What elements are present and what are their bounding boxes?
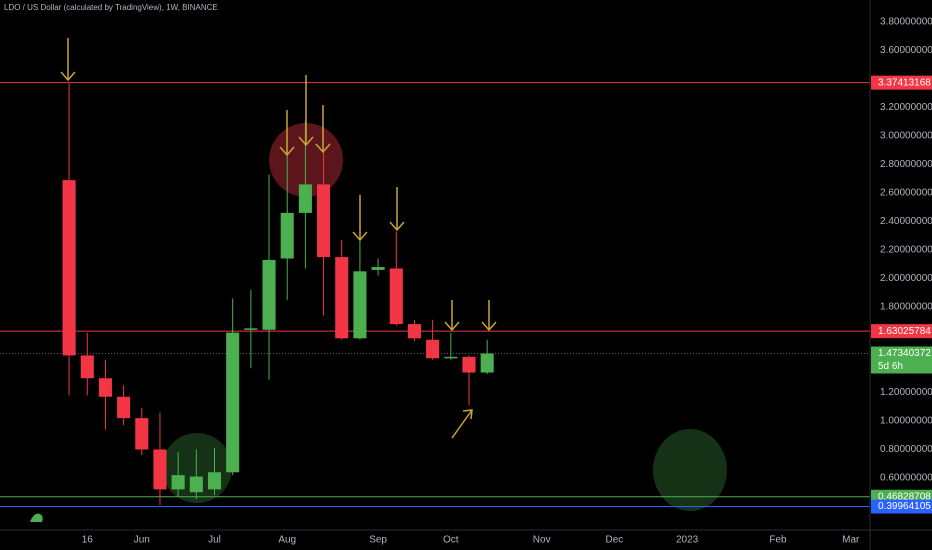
arrow xyxy=(444,300,460,332)
x-tick-label: Jun xyxy=(134,535,150,546)
candle-body xyxy=(171,475,185,490)
candle-body xyxy=(244,328,258,330)
arrow xyxy=(389,187,405,232)
x-tick-label: Aug xyxy=(278,535,296,546)
candle-body xyxy=(189,476,203,493)
price-label-box xyxy=(871,75,932,90)
price-label: 0.46828708 xyxy=(878,491,931,502)
candle-body xyxy=(444,356,458,359)
candle-body xyxy=(117,396,131,419)
highlight-circle xyxy=(162,433,232,503)
logo xyxy=(30,513,43,522)
y-tick-label: 3.00000000 xyxy=(880,131,932,142)
x-tick-label: Oct xyxy=(443,535,459,546)
arrow xyxy=(352,195,368,242)
candle-body xyxy=(462,356,476,373)
y-tick-label: 3.80000000 xyxy=(880,17,932,28)
countdown-label: 5d 6h xyxy=(878,361,903,372)
chart-title: LDO / US Dollar (calculated by TradingVi… xyxy=(4,3,218,12)
x-tick-label: Dec xyxy=(606,535,624,546)
candle-body xyxy=(353,271,367,339)
y-tick-label: 2.60000000 xyxy=(880,188,932,199)
y-tick-label: 2.00000000 xyxy=(880,273,932,284)
y-tick-label: 3.20000000 xyxy=(880,102,932,113)
arrow xyxy=(298,75,314,147)
arrow xyxy=(279,110,295,157)
x-tick-label: Mar xyxy=(842,535,860,546)
candle-body xyxy=(226,332,240,473)
arrow xyxy=(481,300,497,332)
x-tick-label: Sep xyxy=(369,535,387,546)
candle-body xyxy=(207,472,222,490)
price-label-box xyxy=(871,346,932,374)
candle-body xyxy=(153,449,167,490)
y-tick-label: 2.20000000 xyxy=(880,245,932,256)
price-label: 0.39964105 xyxy=(878,501,931,512)
x-tick-label: Nov xyxy=(533,535,551,546)
candle-body xyxy=(371,267,385,270)
candle-body xyxy=(298,184,312,213)
arrow xyxy=(315,105,331,154)
highlight-circle xyxy=(653,429,727,511)
x-tick-label: Feb xyxy=(769,535,787,546)
candle-body xyxy=(280,212,294,259)
y-tick-label: 2.80000000 xyxy=(880,159,932,170)
y-tick-label: 0.60000000 xyxy=(880,473,932,484)
arrow xyxy=(60,38,76,82)
candle-body xyxy=(480,353,494,373)
y-tick-label: 0.80000000 xyxy=(880,444,932,455)
arrow xyxy=(451,409,473,439)
y-tick-label: 1.80000000 xyxy=(880,302,932,313)
candle-body xyxy=(80,355,94,379)
price-label: 3.37413168 xyxy=(878,77,931,88)
candle-body xyxy=(62,180,76,356)
x-tick-label: Jul xyxy=(208,535,221,546)
annotations-front xyxy=(30,38,497,522)
y-tick-label: 3.60000000 xyxy=(880,45,932,56)
candle-body xyxy=(135,418,149,450)
candles xyxy=(62,83,494,506)
candle-body xyxy=(335,257,349,339)
candle-body xyxy=(426,339,440,359)
price-label-box xyxy=(871,324,932,339)
x-tick-label: 16 xyxy=(82,535,94,546)
y-tick-label: 1.20000000 xyxy=(880,387,932,398)
candle-body xyxy=(389,268,403,325)
candle-body xyxy=(407,324,422,339)
price-label: 1.63025784 xyxy=(878,326,931,337)
candle-body xyxy=(317,184,331,258)
y-tick-label: 2.40000000 xyxy=(880,216,932,227)
x-tick-label: 2023 xyxy=(676,535,699,546)
candle-body xyxy=(98,378,112,397)
price-label: 1.47340372 xyxy=(878,348,931,359)
y-tick-label: 1.00000000 xyxy=(880,416,932,427)
price-label-box xyxy=(871,499,932,514)
candle-body xyxy=(262,259,276,330)
